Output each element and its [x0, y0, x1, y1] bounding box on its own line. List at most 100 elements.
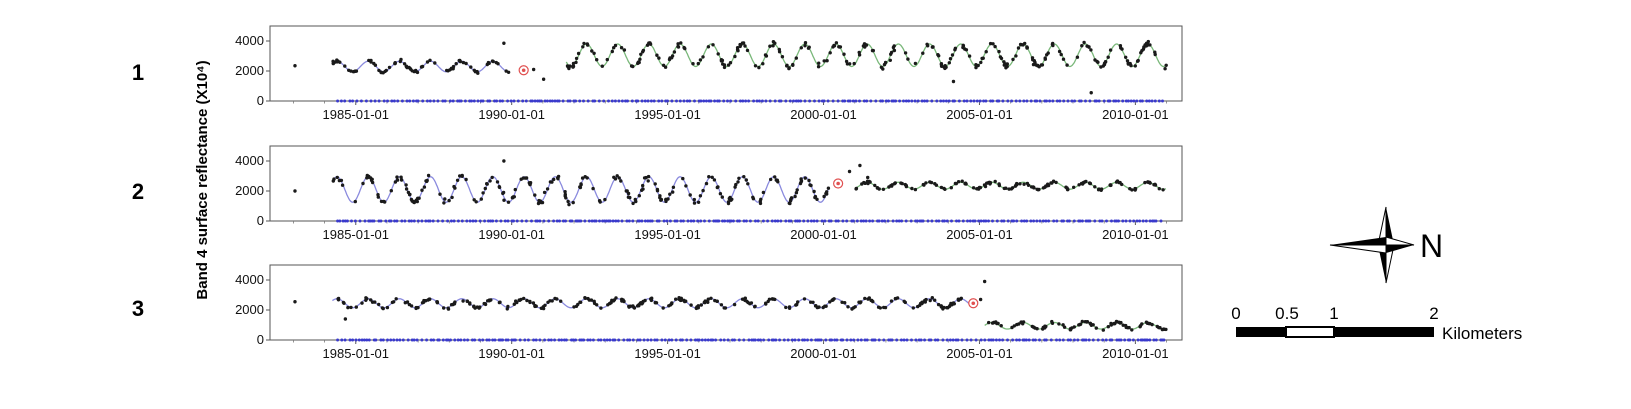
observation-point [882, 62, 887, 67]
observation-point [646, 179, 650, 183]
north-arrow-icon [1329, 206, 1415, 284]
observation-point [641, 300, 645, 304]
observation-point [1050, 42, 1055, 46]
observation-point [485, 182, 489, 186]
clear-observation-marker [920, 99, 924, 103]
x-tick-label: 2005-01-01 [946, 227, 1013, 242]
observation-point [365, 175, 369, 179]
y-tick-label: 4000 [235, 153, 264, 168]
clear-observation-marker [400, 219, 404, 223]
observation-point [837, 45, 842, 49]
observation-point [395, 175, 399, 179]
observation-point [715, 299, 719, 303]
clear-observation-marker [339, 99, 343, 103]
observation-point [407, 302, 412, 307]
observation-point [1065, 63, 1069, 67]
observation-point [698, 58, 703, 62]
clear-observation-marker [649, 99, 653, 103]
observation-point [707, 175, 711, 179]
observation-point [655, 53, 659, 57]
clear-observation-marker [498, 99, 502, 103]
observation-point [822, 194, 826, 199]
clear-observation-marker [726, 99, 729, 103]
observation-point [521, 176, 526, 180]
clear-observation-marker [491, 338, 495, 342]
clear-observation-marker [1025, 99, 1029, 103]
observation-point [637, 194, 641, 198]
observation-point [889, 184, 893, 188]
observation-point [903, 51, 908, 55]
observation-point [369, 298, 373, 302]
observation-point [1041, 327, 1045, 331]
clear-observation-marker [1020, 219, 1024, 223]
clear-observation-marker [991, 219, 994, 223]
observation-point [568, 64, 572, 68]
clear-observation-marker [662, 219, 666, 223]
observation-point [559, 299, 563, 303]
observation-point [875, 186, 880, 190]
observation-point [422, 185, 427, 189]
observation-point [741, 41, 746, 45]
clear-observation-marker [392, 99, 396, 103]
clear-observation-marker [793, 338, 797, 342]
clear-observation-marker [1006, 99, 1010, 103]
observation-point [993, 44, 997, 49]
clear-observation-marker [441, 99, 445, 103]
observation-point [904, 183, 908, 188]
observation-point [1114, 180, 1119, 184]
observation-point [408, 192, 412, 197]
plot-frame [269, 25, 1183, 102]
observation-point [585, 176, 589, 180]
clear-observation-marker [668, 219, 672, 223]
observation-point [846, 305, 850, 309]
clear-observation-marker [697, 338, 701, 342]
clear-observation-marker [755, 99, 759, 103]
observation-point [911, 306, 915, 310]
observation-point [361, 181, 365, 186]
observation-point [681, 176, 685, 181]
observation-point [814, 304, 818, 308]
observation-point [611, 299, 616, 303]
observation-point [982, 279, 987, 284]
observation-point [537, 198, 541, 203]
clear-observation-marker [424, 219, 428, 223]
clear-observation-marker [1088, 99, 1092, 103]
clear-observation-marker [941, 338, 945, 342]
observation-point [435, 300, 439, 304]
observation-point [468, 302, 472, 306]
observation-point [399, 175, 403, 179]
observation-point [930, 296, 934, 300]
observation-point [340, 183, 345, 187]
clear-observation-marker [961, 219, 965, 223]
observation-point [787, 305, 792, 309]
clear-observation-marker [923, 338, 927, 342]
clear-observation-marker [921, 219, 925, 223]
observation-point [469, 65, 473, 69]
clear-observation-marker [864, 219, 868, 223]
observation-point [857, 53, 862, 57]
clear-observation-marker [1101, 338, 1105, 342]
observation-point [455, 178, 460, 182]
observation-point [787, 66, 791, 71]
clear-observation-marker [1029, 219, 1033, 223]
observation-point [1054, 180, 1058, 185]
clear-observation-marker [699, 99, 703, 103]
clear-observation-marker [521, 99, 525, 103]
clear-observation-marker [451, 99, 455, 103]
clear-observation-marker [557, 99, 561, 103]
observation-point [1085, 320, 1089, 324]
clear-observation-marker [1015, 338, 1019, 342]
clear-observation-marker [481, 99, 485, 103]
observation-point [817, 61, 821, 65]
clear-observation-marker [524, 219, 528, 223]
observation-point [832, 297, 836, 301]
clear-observation-marker [1121, 219, 1125, 223]
observation-point [1057, 322, 1061, 326]
clear-observation-marker [557, 338, 561, 342]
clear-observation-marker [655, 338, 659, 342]
clear-observation-marker [351, 99, 355, 103]
observation-point [866, 181, 870, 186]
observation-point [840, 300, 844, 304]
clear-observation-marker [686, 219, 690, 223]
clear-observation-marker [916, 99, 920, 103]
